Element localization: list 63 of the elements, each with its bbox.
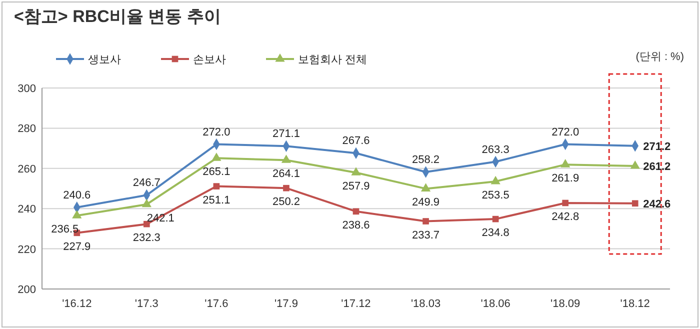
data-label: 227.9	[63, 240, 91, 253]
point	[142, 198, 152, 208]
data-label: 261.9	[552, 172, 580, 185]
data-label: 242.6	[643, 198, 671, 210]
data-label: 246.7	[132, 177, 160, 190]
data-label: 232.3	[132, 232, 160, 244]
point	[560, 159, 570, 168]
data-label: 251.1	[202, 194, 230, 206]
point	[630, 160, 640, 169]
data-label: 242.8	[552, 210, 580, 223]
point	[420, 183, 431, 192]
data-label: 263.3	[482, 144, 510, 156]
legend-label: 손보사	[193, 54, 226, 66]
point	[351, 167, 361, 176]
point	[212, 152, 222, 161]
y-tick-label: 240	[18, 204, 36, 216]
point	[144, 220, 150, 228]
point	[72, 210, 82, 218]
data-label: 240.6	[63, 189, 91, 202]
point	[492, 216, 499, 222]
data-label: 271.2	[643, 140, 671, 153]
x-tick-label: '18.09	[550, 298, 580, 310]
data-label: 233.7	[412, 229, 440, 242]
data-label: 253.5	[482, 189, 510, 202]
point	[281, 154, 292, 163]
point	[213, 183, 220, 190]
x-tick-label: '16.12	[62, 298, 92, 310]
point	[562, 200, 568, 206]
y-tick-label: 260	[18, 163, 36, 176]
data-label: 238.6	[342, 219, 370, 232]
data-label: 236.5	[51, 224, 79, 236]
data-label: 257.9	[342, 180, 370, 193]
y-tick-label: 220	[18, 244, 36, 256]
data-label: 234.8	[482, 227, 510, 240]
y-tick-label: 200	[18, 284, 36, 296]
chart-title: <참고> RBC비율 변동 추이	[14, 7, 221, 26]
x-tick-label: '18.03	[410, 298, 441, 310]
point	[283, 184, 290, 192]
data-label: 261.2	[643, 160, 671, 173]
point	[422, 218, 429, 224]
data-label: 249.9	[412, 196, 440, 209]
x-tick-label: '17.9	[274, 298, 298, 310]
point	[632, 200, 638, 207]
x-tick-label: '17.6	[204, 298, 228, 310]
text: (단위 : %)	[636, 51, 684, 63]
x-tick-label: '18.06	[480, 298, 510, 310]
legend-label: 생보사	[88, 54, 121, 66]
y-tick-label: 280	[18, 123, 36, 136]
x-tick-label: '17.3	[134, 298, 158, 310]
data-label: 267.6	[342, 135, 370, 148]
data-label: 271.1	[272, 128, 300, 140]
data-label: 264.1	[272, 168, 300, 180]
data-label: 250.2	[272, 196, 300, 208]
data-label: 265.1	[202, 166, 230, 178]
legend-label: 보험회사 전체	[298, 54, 368, 66]
data-label: 272.0	[552, 126, 580, 138]
y-tick-label: 300	[18, 83, 36, 95]
x-tick-label: '18.12	[620, 298, 650, 310]
x-tick-label: '17.12	[341, 298, 371, 310]
point	[490, 176, 500, 184]
data-label: 258.2	[412, 154, 440, 166]
data-label: 272.0	[202, 126, 230, 138]
point	[352, 208, 360, 215]
